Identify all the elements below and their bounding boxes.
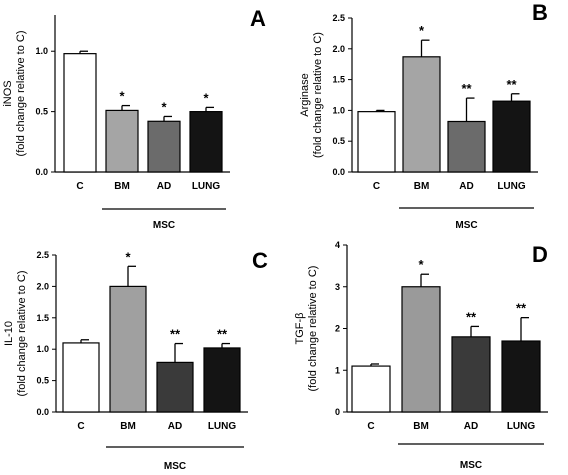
bar-bm: [402, 56, 441, 173]
y-tick-label: 1.0: [332, 105, 345, 115]
bar-ad: [147, 120, 181, 173]
category-label-ad: AD: [157, 181, 171, 192]
y-axis-subtitle: (fold change relative to C): [15, 31, 27, 157]
category-label-bm: BM: [414, 181, 430, 192]
group-label: MSC: [455, 220, 477, 231]
y-tick-label: 1.5: [36, 313, 49, 323]
category-label-ad: AD: [459, 181, 473, 192]
chart-panel-d: 0 1 2 3 4 TGF-β (fold change relative to C) C * B…: [294, 240, 548, 471]
significance-mark-lung: **: [506, 77, 517, 92]
y-tick-label: 1.0: [35, 46, 48, 56]
y-tick-label: 2.0: [36, 281, 49, 291]
significance-mark-ad: **: [466, 309, 477, 324]
group-label: MSC: [164, 461, 186, 472]
category-label-bm: BM: [114, 181, 130, 192]
y-tick-label: 0: [335, 407, 340, 417]
category-label-ad: AD: [464, 421, 478, 432]
y-tick-label: 2.0: [332, 44, 345, 54]
y-tick-label: 0.5: [36, 376, 49, 386]
group-label: MSC: [460, 460, 482, 471]
bar-lung: [492, 100, 531, 173]
category-label-lung: LUNG: [507, 421, 536, 432]
y-tick-label: 1.5: [332, 75, 345, 85]
y-tick-label: 2.5: [332, 13, 345, 23]
y-tick-label: 3: [335, 282, 340, 292]
chart-panel-c: 0.0 0.5 1.0 1.5 2.0 2.5 IL-10 (fold change rela…: [3, 248, 268, 472]
category-label-c: C: [76, 181, 83, 192]
category-label-lung: LUNG: [497, 181, 526, 192]
bar-lung: [501, 340, 541, 413]
significance-mark-lung: *: [203, 90, 209, 105]
y-axis-title: TGF-β: [294, 313, 306, 345]
category-label-c: C: [367, 421, 374, 432]
panel-letter: B: [532, 0, 548, 25]
category-label-bm: BM: [120, 421, 136, 432]
category-label-lung: LUNG: [192, 181, 221, 192]
y-axis-title: IL-10: [3, 321, 15, 346]
y-tick-label: 4: [335, 240, 340, 250]
y-axis-subtitle: (fold change relative to C): [312, 32, 324, 158]
significance-mark-ad: **: [461, 81, 472, 96]
bar-c: [62, 342, 100, 413]
bar-c: [357, 111, 396, 173]
significance-mark-lung: **: [217, 327, 228, 342]
significance-mark-lung: **: [516, 301, 527, 316]
y-tick-label: 2.5: [36, 250, 49, 260]
significance-mark-bm: *: [119, 89, 125, 104]
y-tick-label: 0.0: [35, 167, 48, 177]
significance-mark-bm: *: [418, 257, 424, 272]
bar-bm: [401, 286, 441, 413]
bar-lung: [203, 347, 241, 413]
chart-panel-b: 0.0 0.5 1.0 1.5 2.0 2.5 Arginase (fold change r…: [299, 0, 548, 231]
category-label-bm: BM: [413, 421, 429, 432]
y-axis-title: iNOS: [2, 80, 14, 106]
y-tick-label: 0.5: [35, 107, 48, 117]
category-label-lung: LUNG: [208, 421, 237, 432]
panel-letter: A: [250, 6, 266, 31]
y-tick-label: 1.0: [36, 344, 49, 354]
y-tick-label: 1: [335, 365, 340, 375]
category-label-c: C: [77, 421, 84, 432]
y-tick-label: 0.0: [36, 407, 49, 417]
significance-mark-ad: *: [161, 99, 167, 114]
category-label-c: C: [373, 181, 380, 192]
significance-mark-bm: *: [419, 23, 425, 38]
panel-letter: D: [532, 242, 548, 267]
y-axis-subtitle: (fold change relative to C): [307, 266, 319, 392]
bar-bm: [105, 109, 139, 173]
chart-panel-a: 0.0 0.5 1.0 iNOS (fold change relative to C)…: [2, 6, 266, 231]
bar-ad: [156, 361, 194, 413]
y-tick-label: 2: [335, 324, 340, 334]
bar-ad: [451, 336, 491, 413]
bar-lung: [189, 111, 223, 173]
y-axis-subtitle: (fold change relative to C): [16, 271, 28, 397]
panel-letter: C: [252, 248, 268, 273]
significance-mark-bm: *: [125, 249, 131, 264]
y-axis-title: Arginase: [299, 73, 311, 116]
category-label-ad: AD: [168, 421, 182, 432]
y-tick-label: 0.5: [332, 136, 345, 146]
bar-ad: [447, 120, 486, 173]
significance-mark-ad: **: [170, 327, 181, 342]
bar-c: [63, 53, 97, 173]
bar-bm: [109, 285, 147, 413]
group-label: MSC: [153, 220, 175, 231]
y-tick-label: 0.0: [332, 167, 345, 177]
bar-c: [351, 365, 391, 413]
